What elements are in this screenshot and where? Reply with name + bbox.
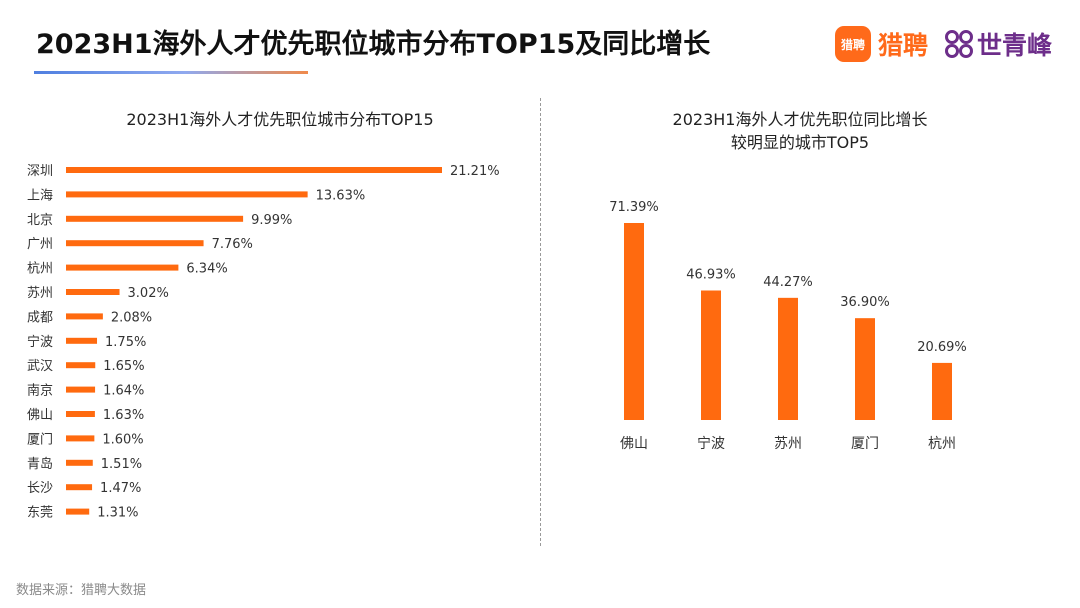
hbar-category-label: 青岛 <box>27 456 53 472</box>
hbar-category-label: 佛山 <box>27 408 53 423</box>
hbar-value-label: 1.75% <box>105 335 146 350</box>
liepin-logo-text: 猎聘 <box>877 31 928 60</box>
hbar-category-label: 苏州 <box>27 285 53 301</box>
hbar-category-label: 厦门 <box>27 432 53 447</box>
hbar-value-label: 1.31% <box>97 506 138 521</box>
data-source-note: 数据来源：猎聘大数据 <box>16 583 147 598</box>
hbar-value-label: 21.21% <box>450 164 500 179</box>
hbar-value-label: 3.02% <box>128 286 169 301</box>
vbar-bar <box>701 290 721 420</box>
hbar-value-label: 13.63% <box>316 188 366 203</box>
right-chart-title: 2023H1海外人才优先职位同比增长 较明显的城市TOP5 <box>560 108 1040 154</box>
hbar-value-label: 1.63% <box>103 408 144 423</box>
hbar-bar <box>66 337 98 344</box>
liepin-logo-badge: 猎聘 <box>834 26 871 62</box>
hbar-bar <box>66 191 308 198</box>
vbar-bar <box>624 223 644 420</box>
hbar-category-label: 武汉 <box>27 359 53 374</box>
vbar-category-label: 杭州 <box>928 436 956 452</box>
hbar-bar <box>66 264 179 271</box>
shiqingfeng-logo-text: 世青峰 <box>976 31 1052 60</box>
vbar-category-label: 宁波 <box>697 435 725 452</box>
hbar-category-label: 南京 <box>27 383 53 399</box>
hbar-bar <box>66 167 442 173</box>
vbar-category-label: 厦门 <box>851 436 879 452</box>
hbar-category-label: 北京 <box>27 213 53 228</box>
chart-divider <box>540 98 541 546</box>
left-chart-title: 2023H1海外人才优先职位城市分布TOP15 <box>126 110 434 129</box>
vbar-value-label: 44.27% <box>763 275 813 290</box>
hbar-bar <box>66 215 244 222</box>
vbar-value-label: 46.93% <box>686 267 736 282</box>
hbar-category-label: 宁波 <box>27 334 53 350</box>
vbar-bar <box>778 297 798 420</box>
page-title: 2023H1海外人才优先职位城市分布TOP15及同比增长 <box>36 29 711 60</box>
vbar-value-label: 71.39% <box>609 200 659 215</box>
hbar-bar <box>66 362 96 369</box>
hbar-value-label: 1.47% <box>100 481 141 496</box>
hbar-value-label: 2.08% <box>111 310 152 325</box>
hbar-bar <box>66 459 93 466</box>
hbar-bar <box>66 289 120 295</box>
hbar-category-label: 深圳 <box>27 164 53 179</box>
hbar-bar <box>66 411 95 417</box>
hbar-bar <box>66 240 204 247</box>
hbar-value-label: 1.65% <box>103 359 144 374</box>
brand-logos: 猎聘 猎聘 世青峰 <box>834 26 1052 62</box>
growth-bar-chart: 71.39% 佛山 46.93% 宁波 44.27% 苏州 36.90% 厦门 20.69% 杭州 <box>609 200 967 452</box>
hbar-bar <box>66 435 95 442</box>
hbar-value-label: 1.51% <box>101 457 142 472</box>
hbar-bar <box>66 386 96 393</box>
hbar-value-label: 7.76% <box>212 237 253 252</box>
vbar-bar <box>855 318 875 420</box>
hbar-category-label: 广州 <box>27 237 53 252</box>
hbar-category-label: 东莞 <box>27 506 53 521</box>
title-underline <box>34 71 308 74</box>
hbar-bar <box>66 484 93 491</box>
vbar-bar <box>932 362 952 420</box>
vbar-value-label: 36.90% <box>840 295 890 310</box>
hbar-value-label: 6.34% <box>186 262 227 277</box>
vbar-value-label: 20.69% <box>917 340 967 355</box>
city-distribution-bar-chart: 深圳 21.21% 上海 13.63% 北京 9.99% 广州 7.76% 杭州 6.34% 苏州 3… <box>27 164 500 521</box>
vbar-category-label: 苏州 <box>774 436 802 452</box>
hbar-category-label: 上海 <box>27 188 53 203</box>
vbar-category-label: 佛山 <box>620 436 648 452</box>
hbar-category-label: 长沙 <box>27 481 53 496</box>
shiqingfeng-logo-icon <box>944 30 973 58</box>
hbar-bar <box>66 508 90 515</box>
right-chart-title-line-1: 2023H1海外人才优先职位同比增长 <box>672 110 928 129</box>
hbar-category-label: 成都 <box>27 310 53 325</box>
hbar-category-label: 杭州 <box>27 262 53 277</box>
hbar-value-label: 1.64% <box>103 384 144 399</box>
right-chart-title-line-2: 较明显的城市TOP5 <box>730 133 870 152</box>
hbar-value-label: 1.60% <box>102 432 143 447</box>
hbar-bar <box>66 313 103 320</box>
hbar-value-label: 9.99% <box>251 213 292 228</box>
